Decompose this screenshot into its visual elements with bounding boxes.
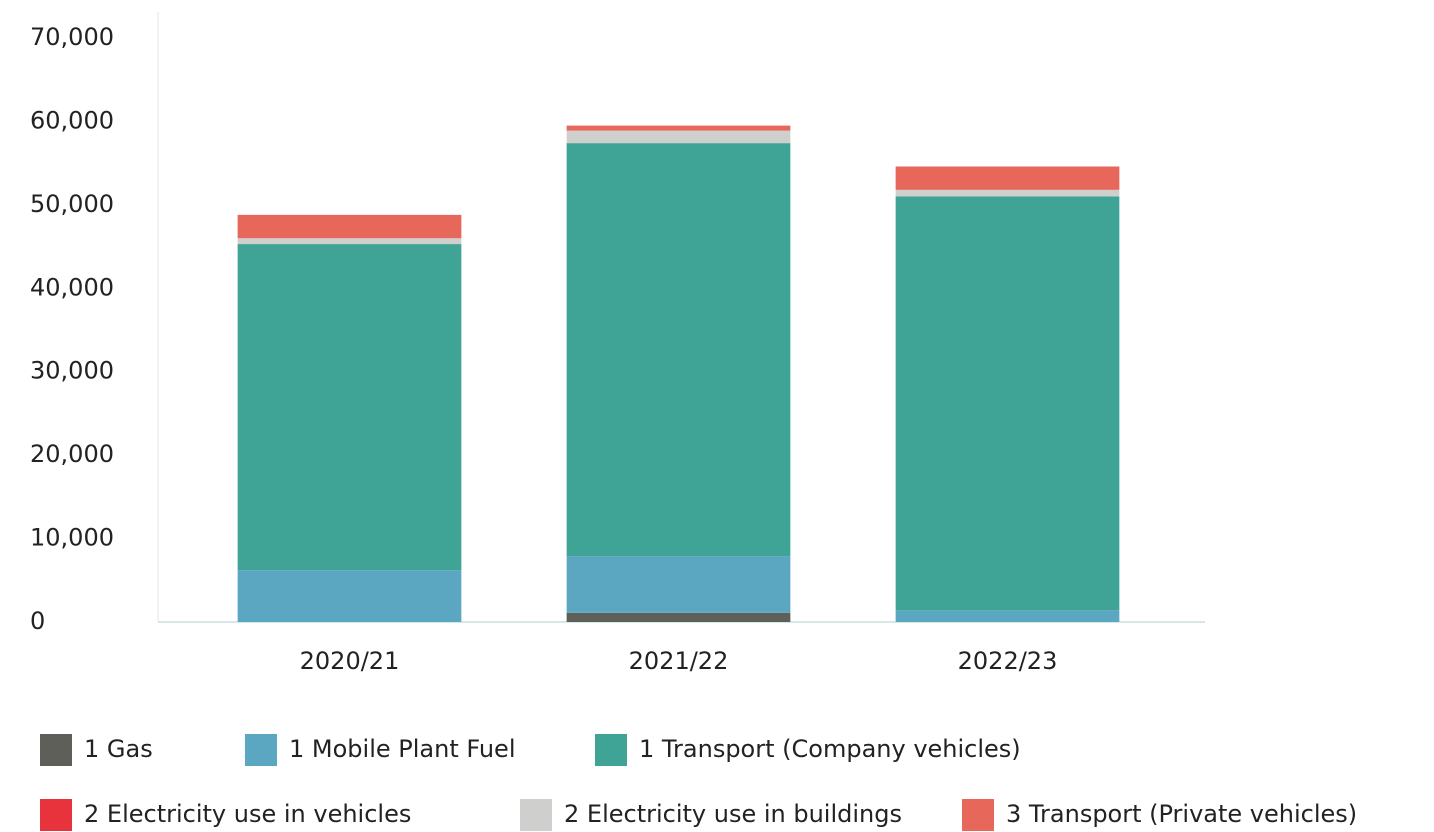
bar-segment xyxy=(895,189,1120,197)
legend-label: 2 Electricity use in vehicles xyxy=(84,800,411,828)
y-tick-label: 50,000 xyxy=(30,190,114,218)
legend-swatch xyxy=(962,799,994,831)
bar-segment xyxy=(237,244,462,571)
bar-segment xyxy=(566,125,791,131)
legend-label: 1 Mobile Plant Fuel xyxy=(289,735,516,763)
x-tick-label: 2021/22 xyxy=(629,647,729,675)
legend-label: 2 Electricity use in buildings xyxy=(564,800,902,828)
y-tick-label: 20,000 xyxy=(30,440,114,468)
legend-label: 1 Gas xyxy=(84,735,153,763)
bar-segment xyxy=(566,130,791,144)
legend-swatch xyxy=(40,734,72,766)
legend-swatch xyxy=(520,799,552,831)
y-tick-label: 70,000 xyxy=(30,23,114,51)
bar-segment xyxy=(895,610,1120,622)
x-tick-label: 2022/23 xyxy=(958,647,1058,675)
legend-swatch xyxy=(595,734,627,766)
legend-swatch xyxy=(245,734,277,766)
legend-swatch xyxy=(40,799,72,831)
y-tick-label: 60,000 xyxy=(30,106,114,134)
bar-segment xyxy=(566,612,791,622)
bar-segment xyxy=(237,238,462,245)
y-tick-label: 30,000 xyxy=(30,357,114,385)
x-tick-label: 2020/21 xyxy=(300,647,400,675)
bar-segment xyxy=(895,166,1120,190)
bar-segment xyxy=(237,214,462,239)
bar-segment xyxy=(566,556,791,613)
legend-label: 3 Transport (Private vehicles) xyxy=(1006,800,1357,828)
legend-label: 1 Transport (Company vehicles) xyxy=(639,735,1021,763)
y-tick-label: 0 xyxy=(30,607,45,635)
bar-segment xyxy=(237,570,462,622)
bar-segment xyxy=(895,196,1120,611)
bar-segment xyxy=(566,143,791,557)
y-tick-label: 10,000 xyxy=(30,524,114,552)
y-tick-label: 40,000 xyxy=(30,273,114,301)
